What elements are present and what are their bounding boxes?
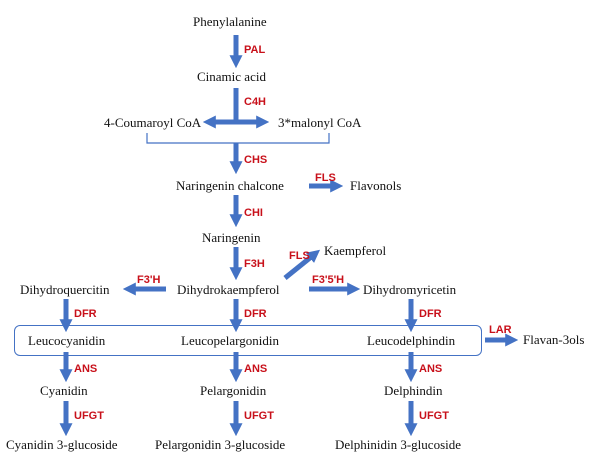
bracket-line — [146, 133, 330, 144]
leuco-compounds-box — [14, 325, 482, 356]
arrow-fls-kaempferol — [283, 249, 321, 280]
node-coumaroyl-coa: 4-Coumaroyl CoA — [104, 115, 202, 130]
node-flavonols: Flavonols — [350, 178, 402, 193]
enzyme-ans-right: ANS — [419, 363, 443, 375]
node-delphindin: Delphindin — [384, 383, 443, 398]
node-leucopelargonidin: Leucopelargonidin — [181, 333, 279, 348]
enzyme-lar: LAR — [489, 324, 512, 336]
enzyme-f3h: F3H — [244, 258, 265, 270]
enzyme-ans-center: ANS — [244, 363, 268, 375]
enzyme-fls-kaempferol: FLS — [289, 250, 310, 262]
node-naringenin: Naringenin — [202, 230, 261, 245]
enzyme-ans-left: ANS — [74, 363, 98, 375]
enzyme-ufgt-right: UFGT — [419, 410, 449, 422]
enzyme-f3prime-h: F3'H — [137, 274, 161, 286]
node-flavan-3ols: Flavan-3ols — [523, 332, 585, 347]
node-cyanidin: Cyanidin — [40, 383, 88, 398]
enzyme-ufgt-center: UFGT — [244, 410, 274, 422]
node-kaempferol: Kaempferol — [324, 243, 387, 258]
enzyme-fls-flavonols: FLS — [315, 172, 336, 184]
node-phenylalanine: Phenylalanine — [193, 14, 267, 29]
enzyme-chs: CHS — [244, 154, 268, 166]
enzyme-pal: PAL — [244, 44, 266, 56]
enzyme-dfr-center: DFR — [244, 308, 267, 320]
node-delphinidin-glucoside: Delphinidin 3-glucoside — [335, 437, 462, 452]
enzyme-dfr-left: DFR — [74, 308, 97, 320]
enzyme-dfr-right: DFR — [419, 308, 442, 320]
node-dihydrokaempferol: Dihydrokaempferol — [177, 282, 280, 297]
enzyme-c4h: C4H — [244, 96, 267, 108]
enzyme-chi: CHI — [244, 207, 263, 219]
node-dihydroquercitin: Dihydroquercitin — [20, 282, 110, 297]
node-pelargonidin: Pelargonidin — [200, 383, 267, 398]
node-malonyl-coa: 3*malonyl CoA — [278, 115, 362, 130]
node-cyanidin-glucoside: Cyanidin 3-glucoside — [6, 437, 118, 452]
enzyme-ufgt-left: UFGT — [74, 410, 104, 422]
node-dihydromyricetin: Dihydromyricetin — [363, 282, 457, 297]
node-naringenin-chalcone: Naringenin chalcone — [176, 178, 284, 193]
node-leucodelphindin: Leucodelphindin — [367, 333, 456, 348]
node-cinamic-acid: Cinamic acid — [197, 69, 266, 84]
node-leucocyanidin: Leucocyanidin — [28, 333, 106, 348]
enzyme-f3prime5prime-h: F3'5'H — [312, 274, 345, 286]
node-pelargonidin-glucoside: Pelargonidin 3-glucoside — [155, 437, 286, 452]
